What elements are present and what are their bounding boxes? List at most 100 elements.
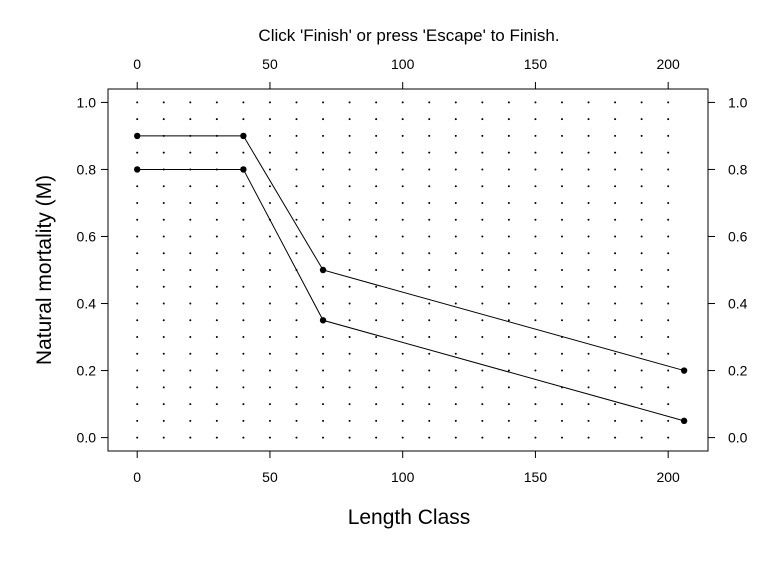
- grid-dot: [587, 201, 590, 204]
- grid-dot: [375, 419, 378, 422]
- grid-dot: [348, 285, 351, 288]
- grid-dot: [268, 302, 271, 305]
- x-tick-label-top: 150: [524, 56, 548, 72]
- grid-dot: [587, 285, 590, 288]
- grid-dot: [534, 218, 537, 221]
- grid-dot: [322, 419, 325, 422]
- grid-dot: [614, 386, 617, 389]
- grid-dot: [428, 185, 431, 188]
- grid-dot: [322, 235, 325, 238]
- grid-dot: [348, 101, 351, 104]
- grid-dot: [401, 134, 404, 137]
- grid-dot: [162, 235, 165, 238]
- grid-dot: [268, 419, 271, 422]
- grid-dot: [507, 118, 510, 121]
- grid-dot: [507, 151, 510, 154]
- grid-dot: [507, 269, 510, 271]
- grid-dot: [640, 403, 643, 406]
- grid-dot: [348, 151, 351, 154]
- grid-dot: [242, 352, 245, 355]
- grid-dot: [348, 218, 351, 221]
- grid-dot: [215, 436, 218, 439]
- grid-dot: [454, 118, 457, 121]
- grid-dot: [401, 419, 404, 422]
- grid-dot: [322, 201, 325, 204]
- grid-dot: [375, 352, 378, 355]
- grid-dot: [348, 436, 351, 439]
- grid-dot: [348, 185, 351, 188]
- grid-dot: [215, 252, 218, 255]
- grid-dot: [560, 419, 563, 422]
- grid-dot: [242, 118, 245, 121]
- grid-dot: [322, 134, 325, 137]
- series-1-point: [240, 132, 247, 140]
- grid-dot: [348, 352, 351, 355]
- grid-dot: [322, 252, 325, 255]
- grid-dot: [507, 185, 510, 188]
- grid-dot: [375, 386, 378, 389]
- grid-dot: [534, 235, 537, 238]
- grid-dot: [375, 436, 378, 439]
- grid-dot: [614, 134, 617, 137]
- grid-dot: [560, 269, 563, 271]
- grid-dot: [162, 151, 165, 154]
- grid-dot: [242, 235, 245, 238]
- grid-dot: [614, 302, 617, 305]
- grid-dot: [640, 436, 643, 439]
- grid-dot: [215, 352, 218, 355]
- grid-dot: [454, 369, 457, 372]
- grid-dot: [322, 151, 325, 154]
- grid-dot: [428, 302, 431, 305]
- grid-dot: [560, 185, 563, 188]
- grid-dot: [401, 369, 404, 372]
- grid-dot: [215, 386, 218, 389]
- grid-dot: [401, 185, 404, 188]
- grid-dot: [322, 118, 325, 121]
- grid-dot: [454, 336, 457, 339]
- grid-dot: [136, 118, 139, 121]
- grid-dot: [560, 403, 563, 406]
- grid-dot: [587, 101, 590, 104]
- grid-dot: [215, 403, 218, 406]
- grid-dot: [560, 285, 563, 288]
- grid-dot: [454, 151, 457, 154]
- grid-dot: [640, 201, 643, 204]
- grid-dot: [242, 386, 245, 389]
- y-tick-label-right: 0.6: [728, 228, 748, 244]
- grid-dot: [242, 201, 245, 204]
- grid-dot: [428, 369, 431, 372]
- grid-dot: [667, 319, 670, 322]
- grid-dot: [189, 419, 192, 422]
- grid-dot: [189, 252, 192, 255]
- grid-dot: [428, 252, 431, 255]
- grid-dot: [587, 403, 590, 406]
- x-tick-label-top: 50: [262, 56, 278, 72]
- grid-dot: [401, 336, 404, 339]
- grid-dot: [215, 285, 218, 288]
- series-2-point: [240, 166, 247, 173]
- grid-dot: [534, 269, 537, 271]
- grid-dot: [560, 201, 563, 204]
- grid-dot: [454, 386, 457, 389]
- grid-dot: [375, 201, 378, 204]
- grid-dot: [507, 403, 510, 406]
- grid-dot: [507, 302, 510, 305]
- series-1-point: [319, 266, 327, 274]
- grid-dot: [481, 101, 484, 104]
- grid-dot: [295, 151, 298, 154]
- grid-dot: [481, 235, 484, 238]
- grid-dot: [401, 302, 404, 305]
- grid-dot: [534, 201, 537, 204]
- grid-dot: [215, 218, 218, 221]
- grid-dot: [322, 386, 325, 389]
- grid-dot: [136, 302, 139, 305]
- grid-dot: [189, 302, 192, 305]
- grid-dot: [428, 319, 431, 322]
- grid-dot: [322, 336, 325, 339]
- grid-dot: [401, 252, 404, 255]
- grid-dot: [587, 319, 590, 322]
- grid-dot: [481, 185, 484, 188]
- grid-dot: [268, 201, 271, 204]
- grid-dot: [614, 319, 617, 322]
- grid-dot: [534, 134, 537, 137]
